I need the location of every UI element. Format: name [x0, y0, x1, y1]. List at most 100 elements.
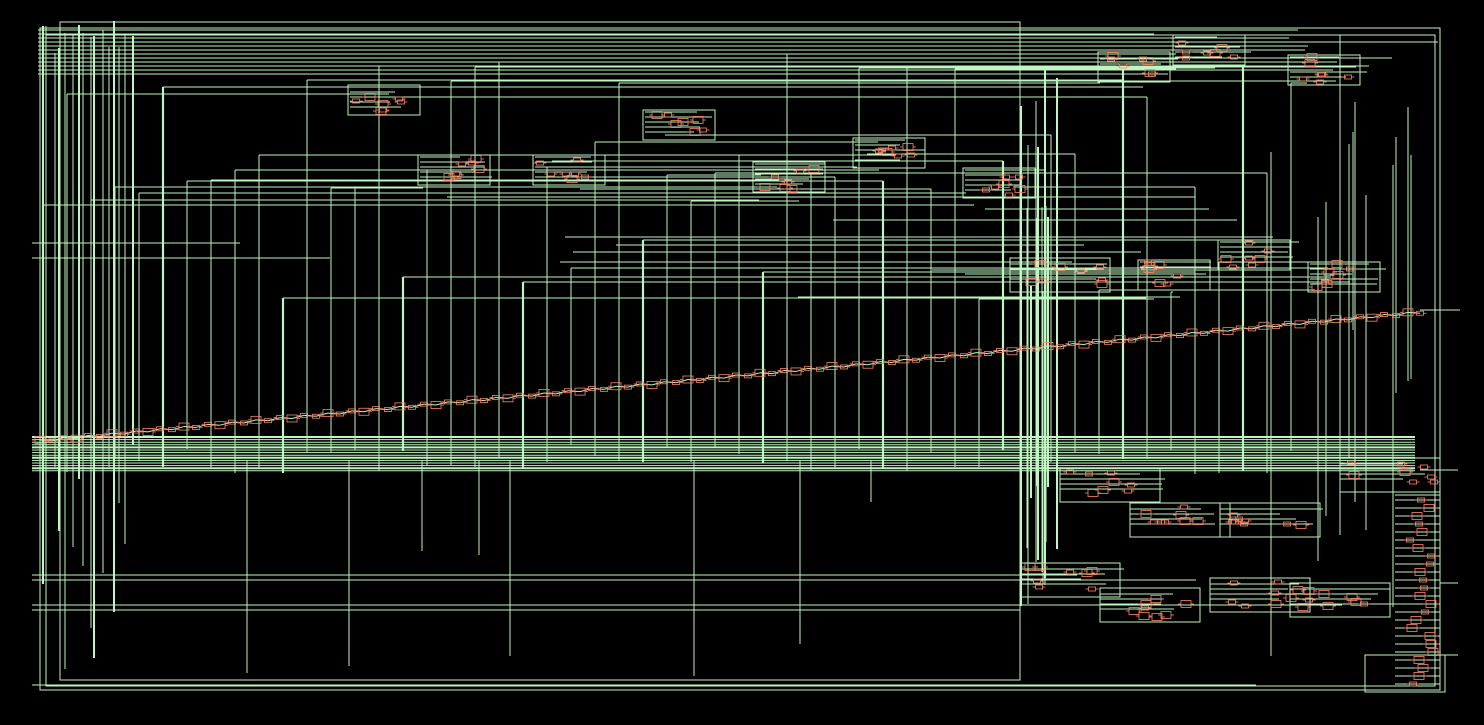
wire	[1167, 334, 1181, 337]
wire	[471, 399, 485, 402]
wire	[291, 414, 305, 419]
wire	[1395, 494, 1441, 690]
wire	[1227, 327, 1241, 332]
cell	[458, 161, 466, 167]
wire	[1059, 343, 1073, 348]
wire	[627, 383, 641, 388]
wire	[783, 370, 797, 372]
wire	[1383, 314, 1397, 316]
wire	[507, 394, 521, 399]
wire	[183, 426, 197, 428]
wire	[963, 352, 977, 357]
wire	[171, 426, 185, 431]
wire	[135, 430, 149, 433]
wire	[1275, 323, 1289, 328]
wire	[1009, 257, 1111, 293]
cell	[397, 99, 405, 105]
wire	[303, 414, 317, 417]
wire	[855, 363, 869, 366]
wire	[1191, 331, 1205, 334]
cell	[1144, 69, 1156, 77]
wire	[1172, 34, 1246, 66]
wire	[807, 367, 821, 370]
cell	[379, 107, 387, 113]
cell	[1420, 464, 1428, 470]
wire	[795, 367, 809, 372]
wire	[207, 423, 221, 426]
wire	[1097, 51, 1171, 83]
wire	[123, 430, 137, 435]
cell	[1409, 479, 1417, 485]
wire	[45, 34, 1436, 687]
cell	[1248, 262, 1256, 268]
wire	[699, 376, 713, 381]
wire	[1219, 502, 1321, 538]
wire	[1071, 343, 1085, 346]
wire	[951, 354, 965, 357]
wire	[1395, 311, 1409, 316]
cell	[1097, 486, 1109, 494]
cell	[1124, 488, 1132, 494]
wire	[603, 385, 617, 390]
wire	[1371, 314, 1385, 319]
wire	[915, 356, 929, 361]
cell	[1292, 586, 1304, 594]
wire	[962, 167, 1036, 199]
wire	[1364, 654, 1446, 693]
cell	[395, 96, 403, 102]
wire	[687, 379, 701, 381]
cell	[991, 184, 999, 190]
cell	[664, 112, 672, 118]
cell	[1035, 584, 1043, 590]
cell	[1270, 600, 1282, 608]
cell	[1160, 611, 1172, 619]
wire	[1217, 239, 1291, 271]
wire	[315, 412, 329, 417]
cell	[1180, 600, 1192, 608]
wire	[435, 401, 449, 406]
wire	[867, 361, 881, 366]
wire	[579, 387, 593, 393]
wire	[651, 381, 665, 386]
cell	[1274, 579, 1282, 585]
wire	[852, 137, 926, 169]
wire	[483, 396, 497, 402]
wire	[423, 403, 437, 406]
wire	[735, 374, 749, 377]
wire	[347, 84, 421, 116]
wire	[339, 410, 353, 415]
wire	[1287, 54, 1361, 86]
wire	[195, 423, 209, 428]
wire	[147, 428, 161, 433]
cell	[1066, 569, 1074, 575]
wire	[375, 408, 389, 411]
wire	[1131, 336, 1145, 341]
wire	[1263, 325, 1277, 328]
wire	[567, 390, 581, 393]
wire	[975, 352, 989, 355]
wire	[1203, 329, 1217, 334]
cell	[547, 171, 555, 177]
wire	[459, 399, 473, 404]
wire	[1059, 467, 1161, 503]
wire	[819, 365, 833, 370]
wire	[231, 421, 245, 424]
cell	[1151, 613, 1163, 621]
cell	[470, 155, 482, 163]
wire	[891, 358, 905, 363]
cell	[1430, 479, 1438, 485]
cell	[375, 107, 387, 115]
wire	[1083, 340, 1097, 346]
wire	[903, 358, 917, 361]
wire	[111, 432, 125, 435]
wire	[1407, 311, 1421, 314]
cell	[1348, 471, 1360, 479]
cell	[1427, 474, 1435, 480]
wire	[1143, 336, 1157, 339]
cell	[1098, 277, 1106, 283]
cell	[699, 127, 707, 133]
wire	[255, 419, 269, 422]
cell	[1088, 586, 1096, 592]
cell	[1228, 599, 1236, 605]
